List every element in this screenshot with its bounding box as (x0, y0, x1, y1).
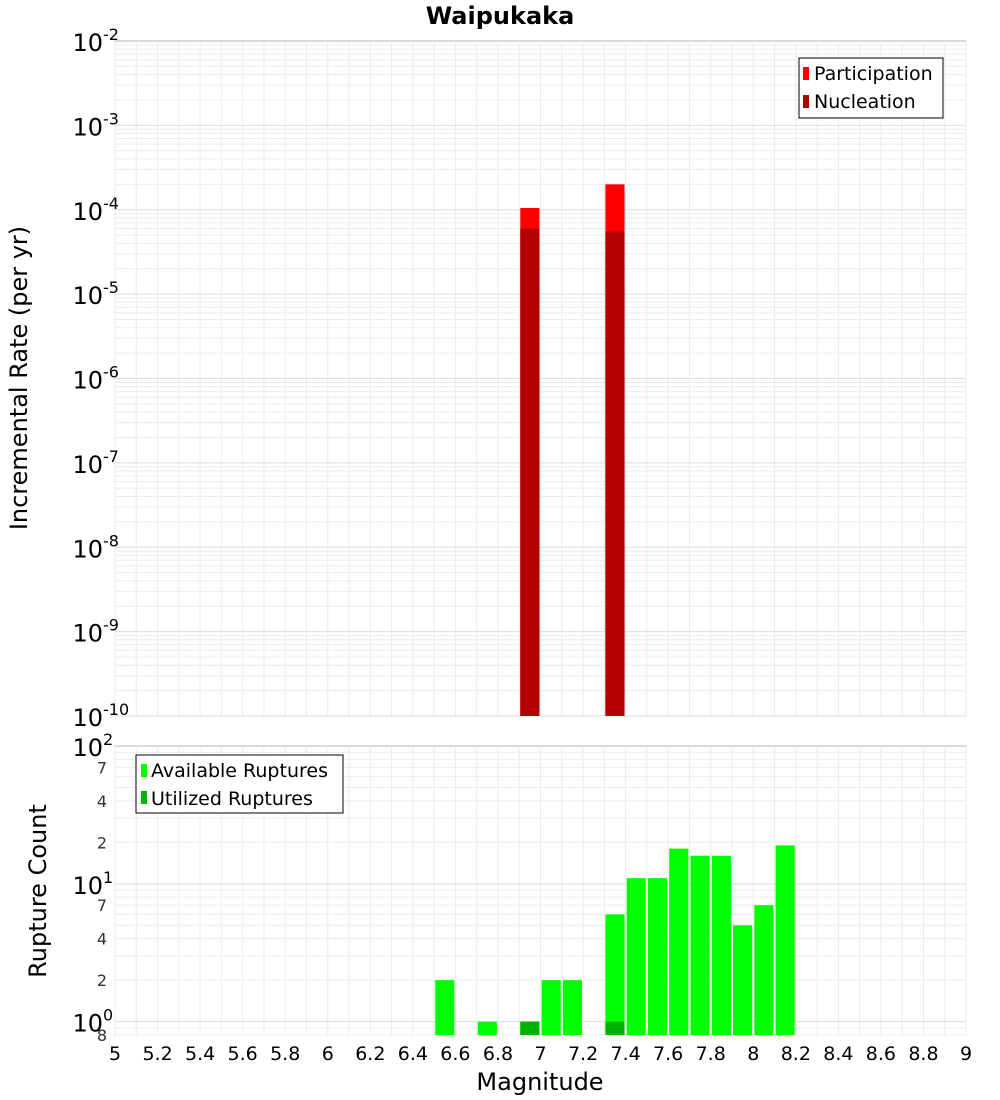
bar-available-ruptures (647, 878, 668, 1035)
top-bars (520, 184, 625, 717)
bottom-y-axis-label: Rupture Count (24, 804, 52, 978)
x-tick-label: 5.4 (185, 1043, 215, 1065)
bottom-y-tick-label-minor: 4 (97, 792, 107, 811)
x-tick-label: 8.2 (781, 1043, 811, 1065)
bottom-y-tick-label-minor: 4 (97, 930, 107, 949)
bar-available-ruptures (435, 980, 455, 1035)
legend-swatch-participation (803, 67, 809, 80)
top-legend-box (798, 57, 944, 119)
x-tick-label: 7.2 (568, 1043, 598, 1065)
bottom-y-tick-label-minor: 2 (97, 833, 107, 852)
x-tick-label: 8.8 (908, 1043, 938, 1065)
top-y-tick-label: 10 (72, 198, 103, 226)
top-y-tick-exponent: -3 (103, 109, 119, 128)
x-tick-label: 5.6 (228, 1043, 258, 1065)
x-tick-label: 5.8 (270, 1043, 300, 1065)
top-y-tick-exponent: -6 (103, 363, 119, 382)
bottom-legend: Available Ruptures Utilized Ruptures (135, 754, 344, 814)
legend-label-utilized-ruptures: Utilized Ruptures (151, 788, 313, 810)
bottom-y-tick-label-minor: 7 (97, 758, 107, 777)
top-y-tick-exponent: -7 (103, 447, 119, 466)
bar-utilized-ruptures (520, 1021, 540, 1035)
top-y-tick-exponent: -9 (103, 616, 119, 635)
bottom-y-tick-exponent: 2 (103, 730, 113, 749)
x-tick-label: 7.8 (696, 1043, 726, 1065)
bar-available-ruptures (754, 905, 774, 1035)
x-tick-label: 7 (534, 1043, 546, 1065)
legend-swatch-available-ruptures (141, 764, 147, 777)
x-tick-label: 7.4 (610, 1043, 640, 1065)
top-y-tick-label: 10 (72, 620, 103, 648)
top-panel: 10-210-310-410-510-610-710-810-910-10 In… (5, 25, 967, 732)
x-tick-label: 8.6 (866, 1043, 896, 1065)
bar-available-ruptures (690, 855, 710, 1035)
x-tick-label: 5 (109, 1043, 121, 1065)
top-y-tick-exponent: -8 (103, 531, 119, 550)
top-y-tick-exponent: -10 (103, 700, 129, 719)
legend-label-nucleation: Nucleation (814, 91, 916, 113)
bar-available-ruptures (711, 855, 731, 1035)
bar-available-ruptures (775, 845, 795, 1035)
x-tick-label: 7.6 (653, 1043, 683, 1065)
bar-available-ruptures (541, 980, 561, 1035)
bar-available-ruptures (733, 925, 753, 1035)
bottom-y-tick-label-minor: 2 (97, 971, 107, 990)
x-tick-label: 9 (960, 1043, 972, 1065)
bar-available-ruptures (477, 1021, 497, 1035)
chart-title: Waipukaka (426, 2, 575, 30)
top-y-tick-exponent: -4 (103, 194, 119, 213)
x-tick-label: 6.6 (440, 1043, 470, 1065)
top-y-tick-label: 10 (72, 451, 103, 479)
top-y-tick-exponent: -5 (103, 278, 119, 297)
top-y-tick-label: 10 (72, 29, 103, 57)
bar-available-ruptures (562, 980, 582, 1035)
x-tick-label: 6 (322, 1043, 334, 1065)
top-gridlines (114, 41, 967, 717)
bar-nucleation (520, 228, 540, 716)
bottom-y-tick-label: 10 (72, 734, 103, 762)
legend-label-participation: Participation (814, 63, 933, 85)
bottom-y-tick-label: 10 (72, 1010, 103, 1038)
top-y-tick-exponent: -2 (103, 25, 119, 44)
bar-available-ruptures (669, 848, 689, 1035)
top-y-tick-label: 10 (72, 704, 103, 732)
top-y-tick-labels: 10-210-310-410-510-610-710-810-910-10 (72, 25, 129, 732)
x-tick-label: 8.4 (823, 1043, 853, 1065)
bottom-gridlines (114, 746, 967, 1036)
bottom-y-tick-exponent: 0 (103, 1006, 113, 1025)
bar-available-ruptures (626, 878, 646, 1035)
bottom-legend-box (135, 754, 344, 814)
top-y-axis-label: Incremental Rate (per yr) (5, 226, 33, 530)
bottom-y-tick-exponent: 1 (103, 868, 113, 887)
x-tick-label: 6.8 (483, 1043, 513, 1065)
top-y-tick-label: 10 (72, 282, 103, 310)
top-legend: Participation Nucleation (798, 57, 944, 119)
legend-swatch-utilized-ruptures (141, 791, 147, 804)
bar-available-ruptures (605, 914, 625, 1035)
bar-utilized-ruptures (605, 1021, 625, 1035)
top-y-tick-label: 10 (72, 367, 103, 395)
x-tick-label: 6.2 (355, 1043, 385, 1065)
bottom-y-tick-label-minor: 7 (97, 896, 107, 915)
bottom-bars (435, 845, 795, 1035)
legend-label-available-ruptures: Available Ruptures (151, 760, 328, 782)
legend-swatch-nucleation (803, 95, 809, 108)
x-axis-label: Magnitude (476, 1068, 603, 1096)
top-y-tick-label: 10 (72, 113, 103, 141)
bottom-y-tick-label: 10 (72, 872, 103, 900)
bottom-y-tick-label-minor: 8 (97, 1026, 107, 1045)
bar-nucleation (605, 231, 625, 716)
x-tick-label: 6.4 (398, 1043, 428, 1065)
x-tick-labels: 5 5.2 5.4 5.6 5.8 6 6.2 6.4 6.6 6.8 7 7.2 7.4 7.6 7.8 8… (109, 1043, 972, 1065)
x-tick-label: 8 (747, 1043, 759, 1065)
x-tick-label: 5.2 (142, 1043, 172, 1065)
top-y-tick-label: 10 (72, 535, 103, 563)
